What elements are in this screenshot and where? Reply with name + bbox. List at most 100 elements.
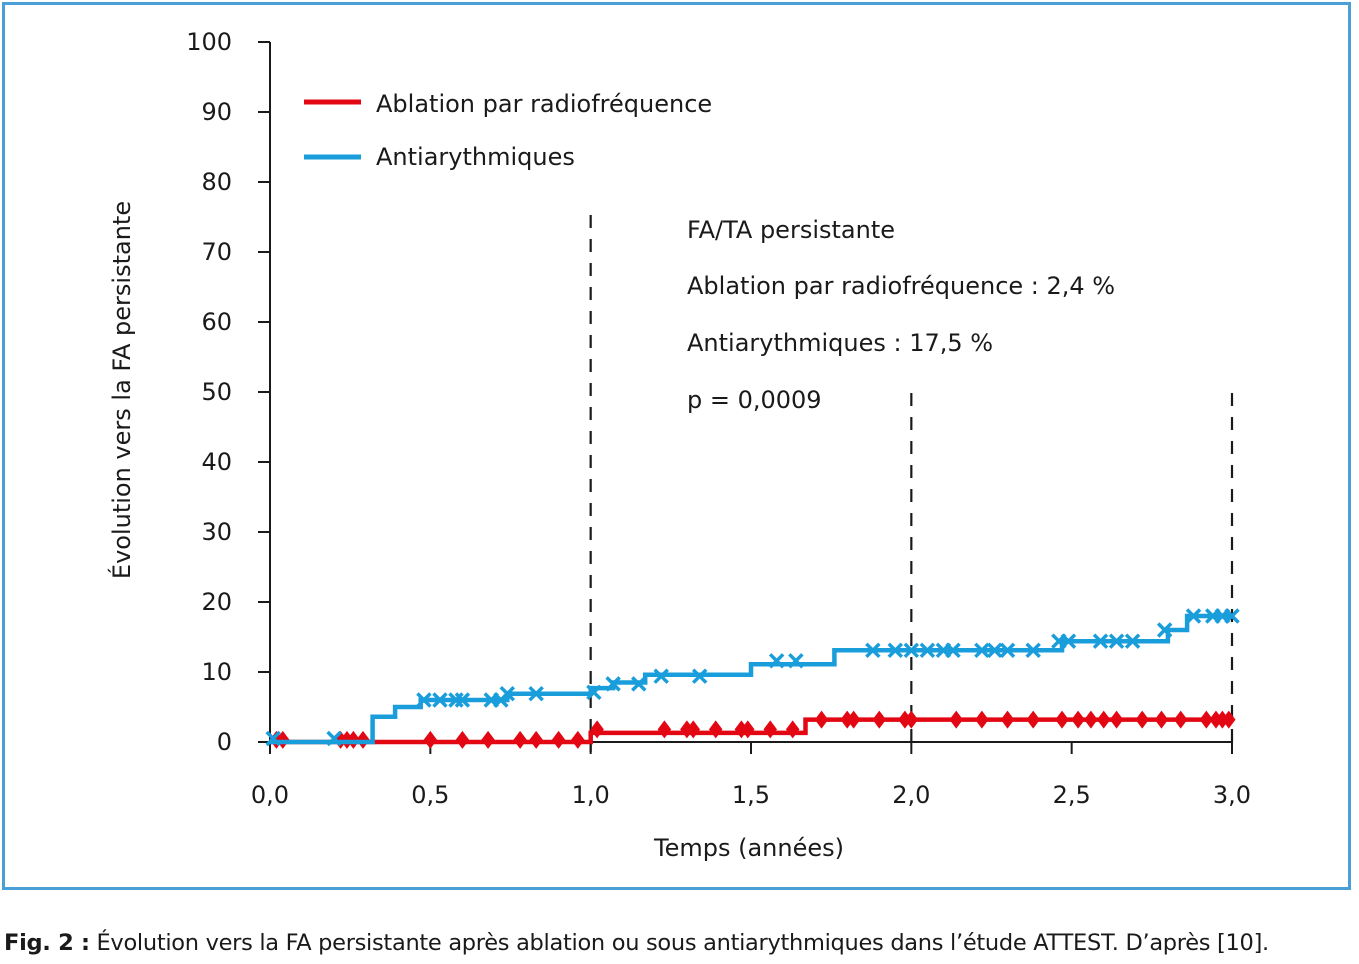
caption-label: Fig. 2 : xyxy=(4,930,90,956)
x-tick-label: 3,0 xyxy=(1213,781,1251,809)
censor-marker xyxy=(975,710,989,729)
y-tick-label: 50 xyxy=(201,378,232,406)
y-tick-label: 80 xyxy=(201,168,232,196)
series-layer xyxy=(265,608,1240,749)
censor-marker xyxy=(1124,633,1141,649)
censor-marker xyxy=(974,642,990,659)
censor-marker xyxy=(708,720,723,739)
censor-marker xyxy=(528,685,544,702)
y-tick-label: 90 xyxy=(201,98,232,126)
series-antiarrhythmic xyxy=(265,608,1240,747)
censor-marker xyxy=(1173,710,1188,729)
censor-marker xyxy=(1055,710,1069,729)
censor-marker xyxy=(788,653,804,669)
censor-marker xyxy=(986,642,1003,659)
censor-marker xyxy=(1026,710,1040,729)
censor-marker xyxy=(999,642,1016,659)
censor-marker xyxy=(513,730,527,749)
censor-marker xyxy=(903,642,920,659)
censor-marker xyxy=(1135,710,1149,729)
legend-label-ablation: Ablation par radiofréquence xyxy=(376,90,712,118)
censor-marker xyxy=(814,710,829,729)
annotation-ablation-rate: Ablation par radiofréquence : 2,4 % xyxy=(687,272,1115,300)
legend: Ablation par radiofréquence Antiarythmiq… xyxy=(304,90,712,171)
y-tick-label: 10 xyxy=(201,658,232,686)
censor-marker xyxy=(1108,633,1125,649)
censor-marker xyxy=(872,710,887,729)
annotation-block: FA/TA persistante Ablation par radiofréq… xyxy=(687,216,1115,414)
censor-marker xyxy=(416,692,432,708)
censor-marker xyxy=(1185,608,1202,624)
y-tick-label: 100 xyxy=(186,28,232,56)
censor-marker xyxy=(904,710,919,729)
censor-marker xyxy=(919,642,936,659)
censor-marker xyxy=(1154,710,1169,729)
series-line xyxy=(270,613,1232,745)
censor-marker xyxy=(865,642,881,659)
annotation-p-value: p = 0,0009 xyxy=(687,386,822,414)
y-tick-label: 60 xyxy=(201,308,232,336)
x-tick-label: 0,5 xyxy=(411,781,449,809)
y-tick-label: 70 xyxy=(201,238,232,266)
censor-marker xyxy=(741,720,755,739)
censor-marker xyxy=(326,730,342,747)
figure-caption: Fig. 2 : Évolution vers la FA persistant… xyxy=(4,930,1359,956)
censor-marker xyxy=(763,720,777,739)
censor-marker xyxy=(571,730,585,749)
censor-marker xyxy=(1224,608,1240,624)
censor-marker xyxy=(432,692,448,708)
y-axis-label: Évolution vers la FA persistante xyxy=(107,201,136,579)
censor-marker xyxy=(768,653,785,669)
censor-marker xyxy=(1156,622,1173,638)
censor-marker xyxy=(1222,710,1236,729)
annotation-title: FA/TA persistante xyxy=(687,216,895,244)
censor-marker xyxy=(586,684,602,701)
censor-marker xyxy=(1000,710,1015,729)
censor-marker xyxy=(785,720,800,739)
censor-marker xyxy=(590,720,604,739)
x-axis-label: Temps (années) xyxy=(653,834,844,862)
annotation-antiarrhythmic-rate: Antiarythmiques : 17,5 % xyxy=(687,329,993,357)
x-tick-label: 0,0 xyxy=(251,781,289,809)
censor-marker xyxy=(551,730,566,749)
y-tick-label: 40 xyxy=(201,448,232,476)
censor-marker xyxy=(691,668,708,684)
censor-marker xyxy=(265,730,281,747)
censor-marker xyxy=(653,668,669,684)
caption-text: Évolution vers la FA persistante après a… xyxy=(89,930,1270,956)
censor-marker xyxy=(1109,710,1124,729)
censor-marker xyxy=(605,676,621,692)
censor-marker xyxy=(949,710,963,729)
x-tick-label: 2,0 xyxy=(892,781,930,809)
censor-marker xyxy=(846,710,861,729)
censor-marker xyxy=(686,720,701,739)
censor-marker xyxy=(887,642,904,659)
legend-label-antiarrhythmic: Antiarythmiques xyxy=(376,143,575,171)
x-tick-label: 2,5 xyxy=(1053,781,1091,809)
kaplan-meier-chart: 0 10 20 30 40 50 60 70 80 90 100 0,0 0,5 1,0 1,5 2,0 2,5… xyxy=(107,28,1251,862)
reference-lines xyxy=(589,215,1234,752)
censor-marker xyxy=(455,730,470,749)
censor-marker xyxy=(631,676,647,692)
axes: 0 10 20 30 40 50 60 70 80 90 100 0,0 0,5 1,0 1,5 2,0 2,5… xyxy=(186,28,1251,809)
x-tick-label: 1,5 xyxy=(732,781,770,809)
censor-marker xyxy=(423,730,438,749)
censor-marker xyxy=(1025,642,1041,659)
censor-marker xyxy=(529,730,543,749)
censor-marker xyxy=(657,720,672,739)
censor-marker xyxy=(1092,633,1109,649)
censor-marker xyxy=(1071,710,1085,729)
censor-marker xyxy=(1084,710,1098,729)
x-tick-label: 1,0 xyxy=(572,781,610,809)
censor-marker xyxy=(945,642,961,659)
censor-marker xyxy=(1096,710,1111,729)
censor-marker xyxy=(499,685,516,702)
y-tick-label: 0 xyxy=(217,728,232,756)
censor-marker xyxy=(1199,710,1214,729)
y-tick-label: 30 xyxy=(201,518,232,546)
censor-marker xyxy=(454,692,471,708)
y-tick-label: 20 xyxy=(201,588,232,616)
censor-marker xyxy=(481,730,495,749)
censor-marker xyxy=(1060,633,1077,649)
series-ablation xyxy=(269,710,1236,749)
